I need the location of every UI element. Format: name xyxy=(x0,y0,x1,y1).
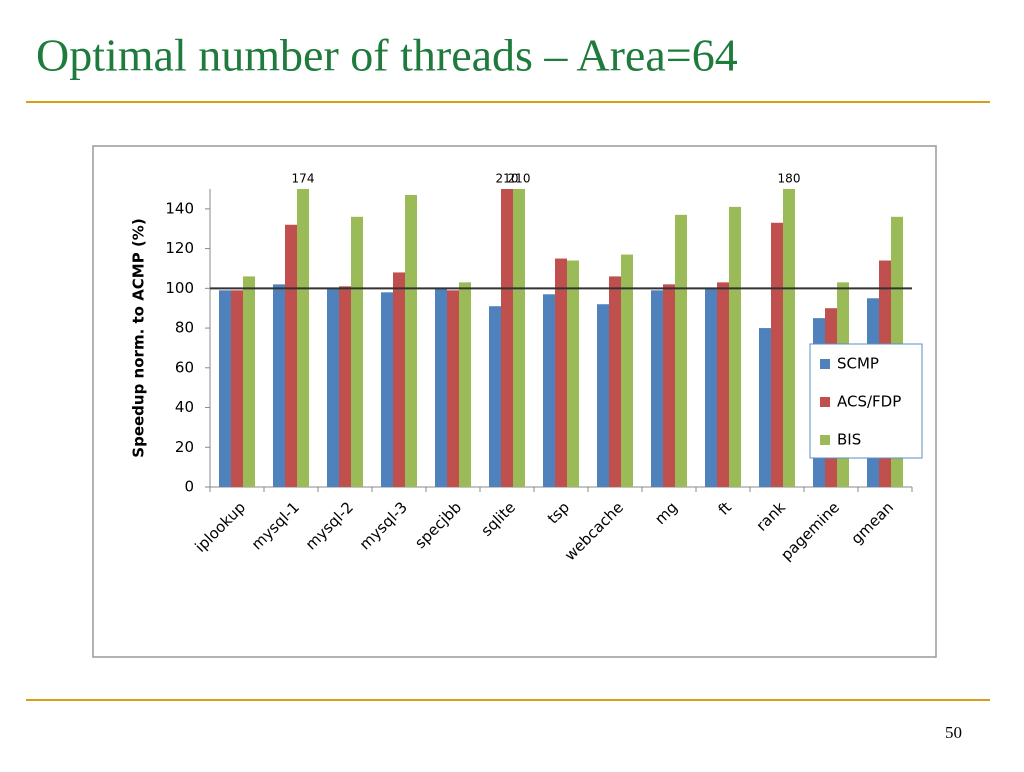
bar xyxy=(327,288,339,487)
legend-label: ACS/FDP xyxy=(837,393,901,411)
bar xyxy=(459,282,471,487)
y-tick-label: 140 xyxy=(165,199,194,217)
bar xyxy=(273,284,285,487)
bar xyxy=(543,294,555,487)
y-tick-label: 120 xyxy=(165,239,194,257)
bar xyxy=(567,260,579,487)
legend-swatch xyxy=(820,435,830,445)
legend-swatch xyxy=(820,397,830,407)
bar xyxy=(759,328,771,487)
bar xyxy=(285,224,297,487)
bar xyxy=(351,216,363,487)
slide-title: Optimal number of threads – Area=64 xyxy=(36,30,738,81)
bar xyxy=(381,292,393,487)
bars xyxy=(219,189,903,487)
bar xyxy=(717,282,729,487)
legend-swatch xyxy=(820,359,830,369)
bar xyxy=(447,290,459,487)
data-label: 174 xyxy=(292,172,315,186)
legend-label: SCMP xyxy=(837,355,879,373)
bar xyxy=(651,290,663,487)
bar xyxy=(705,288,717,487)
bar xyxy=(555,258,567,487)
bar xyxy=(771,222,783,487)
y-tick-label: 0 xyxy=(184,478,194,496)
bar xyxy=(231,290,243,487)
data-label: 180 xyxy=(778,172,801,186)
data-label: 210 xyxy=(496,172,519,186)
bar xyxy=(663,284,675,487)
bar xyxy=(729,206,741,487)
bar xyxy=(489,306,501,487)
bar xyxy=(675,214,687,487)
y-tick-label: 40 xyxy=(175,398,194,416)
bar xyxy=(405,194,417,487)
bar xyxy=(243,276,255,487)
bar xyxy=(513,189,525,487)
bar xyxy=(435,288,447,487)
bar xyxy=(297,189,309,487)
bar xyxy=(219,290,231,487)
bar xyxy=(339,286,351,487)
bar xyxy=(501,189,513,487)
y-tick-label: 80 xyxy=(175,319,194,337)
bar xyxy=(783,189,795,487)
y-tick-label: 60 xyxy=(175,358,194,376)
bar xyxy=(621,254,633,487)
bar xyxy=(597,304,609,487)
y-tick-label: 100 xyxy=(165,279,194,297)
data-label: 210 xyxy=(508,172,531,186)
legend-label: BIS xyxy=(837,431,861,449)
y-tick-label: 20 xyxy=(175,438,194,456)
bar xyxy=(393,272,405,487)
bar xyxy=(609,276,621,487)
page-number: 50 xyxy=(945,723,962,742)
y-axis-label: Speedup norm. to ACMP (%) xyxy=(130,218,148,457)
